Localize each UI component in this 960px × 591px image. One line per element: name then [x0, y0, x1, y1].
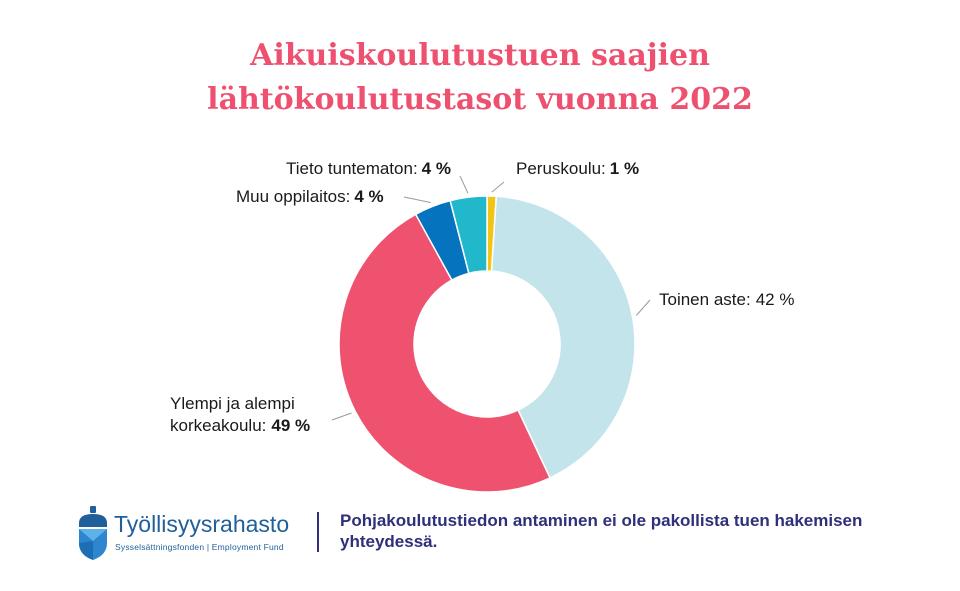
value-muu-oppilaitos: 4 %	[354, 187, 383, 206]
footer-note: Pohjakoulutustiedon antaminen ei ole pak…	[340, 511, 863, 551]
slice-toinen-aste	[490, 195, 636, 479]
label-korkeakoulu: Ylempi ja alempi korkeakoulu: 49 %	[170, 394, 310, 435]
value-peruskoulu: 1 %	[610, 159, 639, 178]
chart-title-line-2: lähtökoulutustasot vuonna 2022	[207, 82, 753, 117]
slice-korkeakoulu	[338, 213, 552, 493]
label-korkeakoulu-line-1: Ylempi ja alempi	[170, 394, 295, 413]
slice-tieto-tuntematon	[449, 195, 488, 275]
acorn-icon	[79, 506, 107, 560]
brand-name: Työllisyysrahasto	[114, 511, 290, 537]
value-tieto-tuntematon: 4 %	[422, 159, 451, 178]
label-toinen-aste: Toinen aste: 42 %	[659, 290, 794, 309]
donut-slices	[338, 195, 636, 493]
leader-muu-oppilaitos	[403, 196, 432, 204]
leader-peruskoulu	[491, 181, 505, 193]
brand-subtitle: Sysselsättningsfonden | Employment Fund	[115, 542, 284, 552]
leader-korkeakoulu	[331, 412, 352, 421]
chart-title-line-1: Aikuiskoulutustuen saajien	[250, 38, 710, 73]
leader-lines	[331, 175, 651, 421]
label-muu-oppilaitos: Muu oppilaitos: 4 %	[236, 187, 384, 206]
leader-tieto-tuntematon	[459, 175, 469, 194]
chart-title: Aikuiskoulutustuen saajien lähtökoulutus…	[0, 34, 960, 122]
label-tieto-tuntematon: Tieto tuntematon: 4 %	[286, 159, 451, 178]
brand-logo: Työllisyysrahasto Sysselsättningsfonden …	[76, 505, 316, 565]
label-korkeakoulu-line-2: korkeakoulu:	[170, 416, 266, 435]
footer-divider	[317, 512, 319, 552]
label-peruskoulu: Peruskoulu: 1 %	[516, 159, 639, 178]
leader-toinen-aste	[635, 299, 651, 316]
value-korkeakoulu: 49 %	[271, 416, 310, 435]
value-toinen-aste: 42 %	[756, 290, 795, 309]
